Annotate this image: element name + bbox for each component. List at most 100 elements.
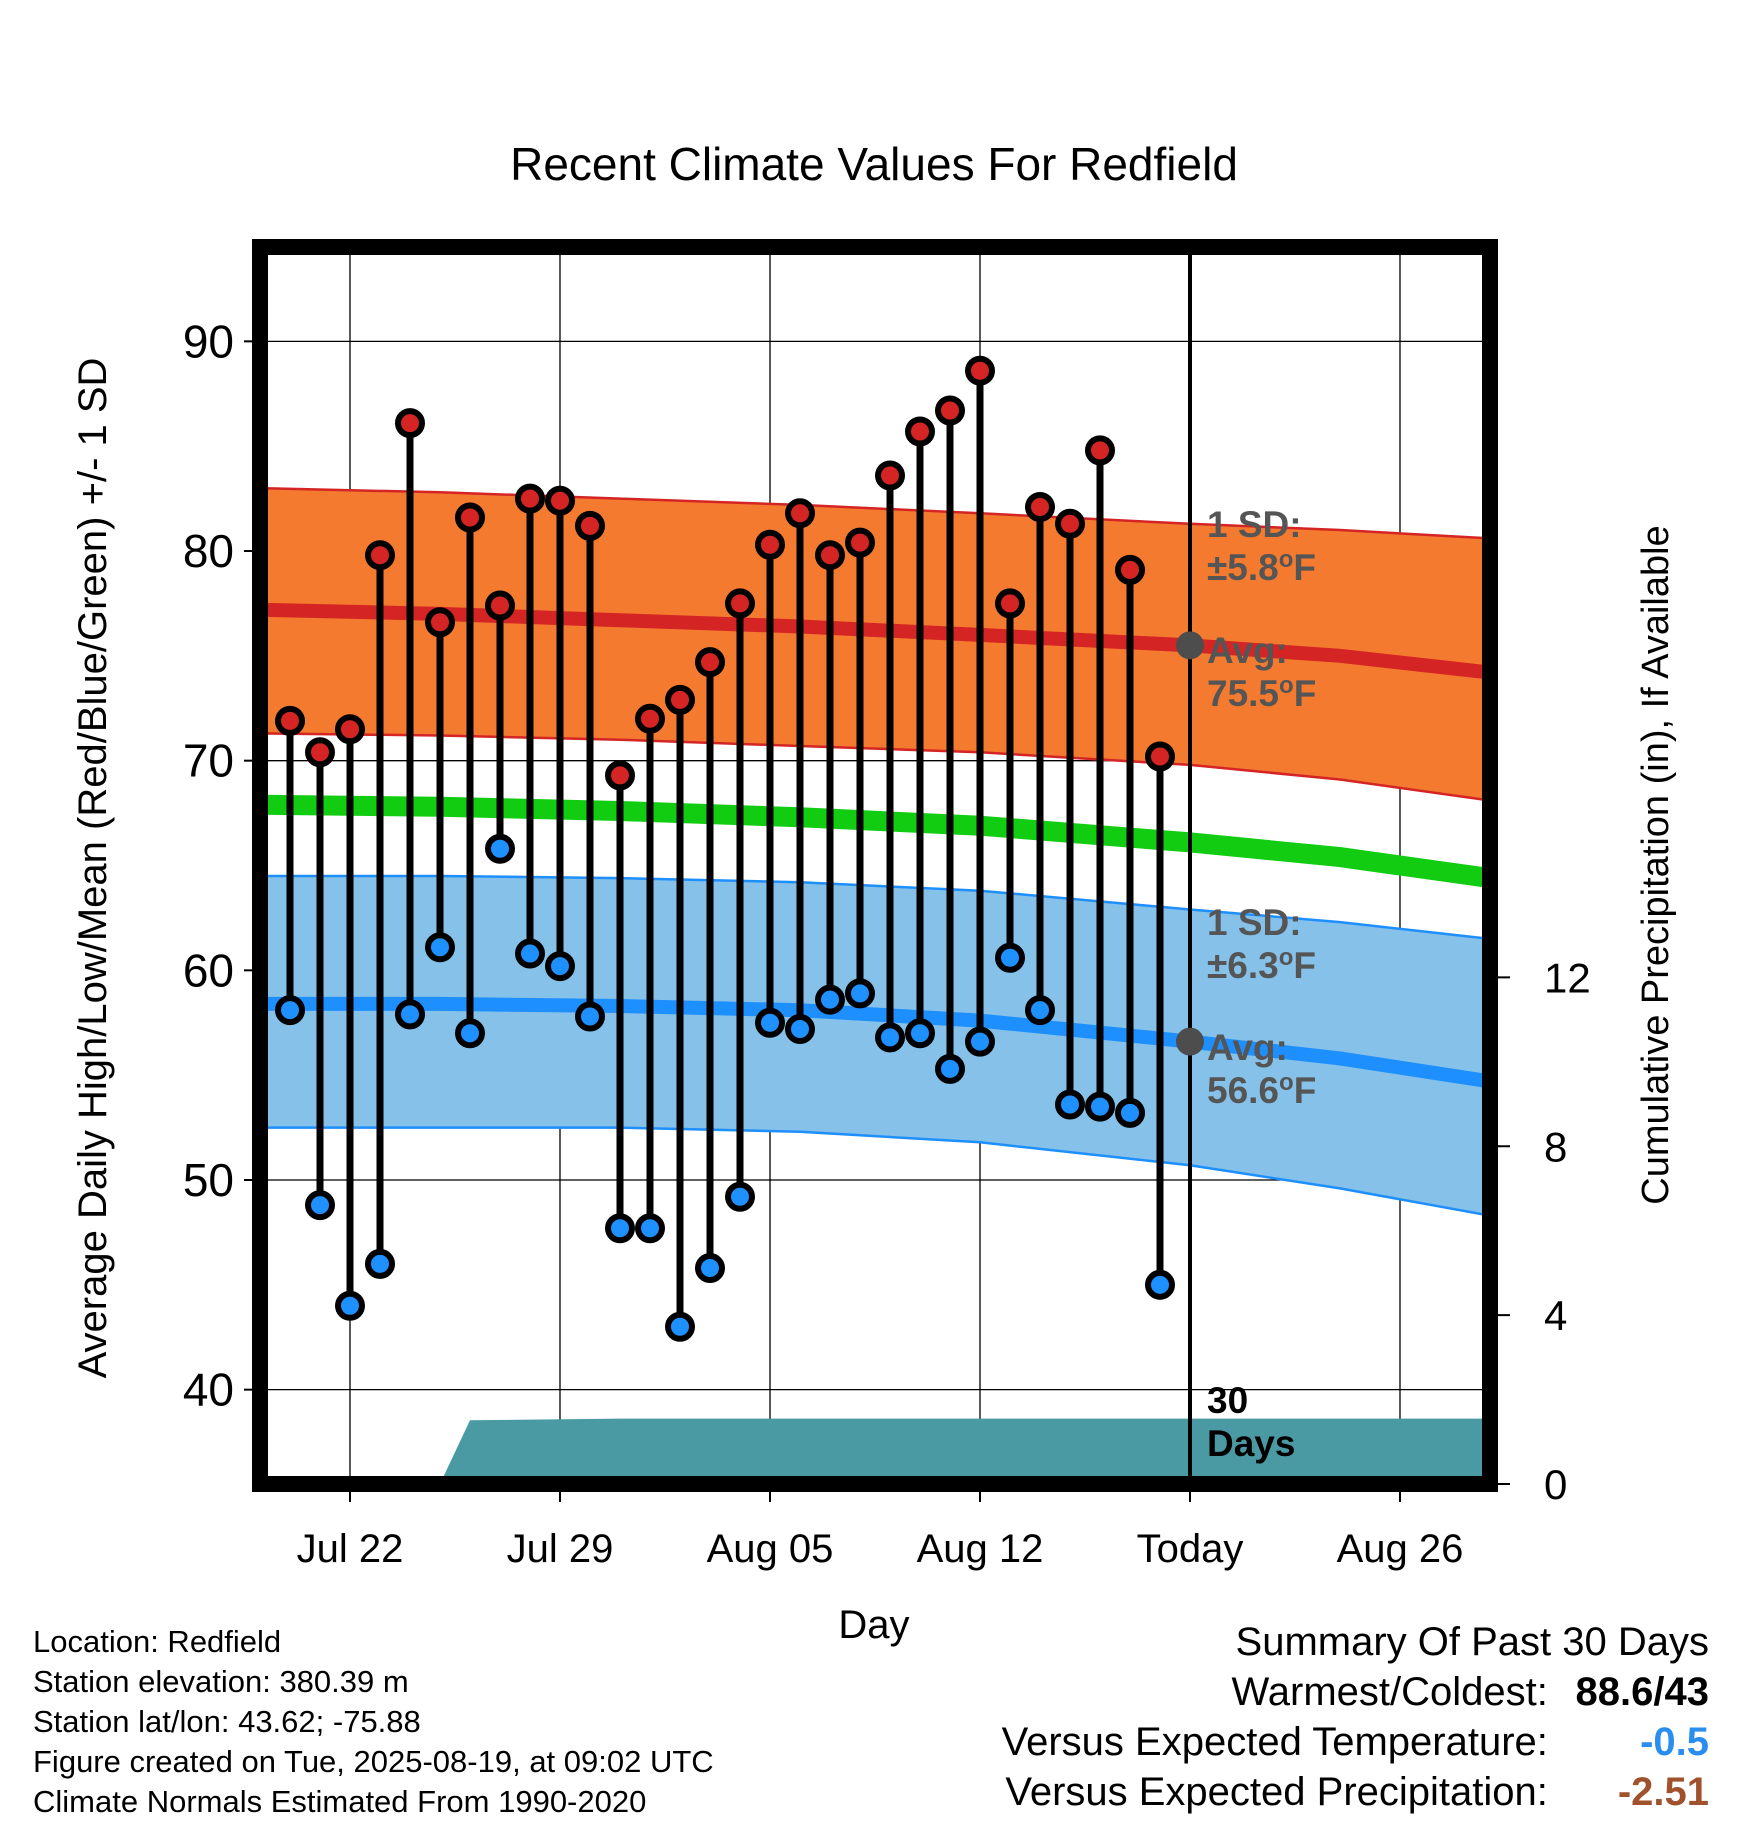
low-point	[1115, 1097, 1145, 1128]
summary-precip-value: -2.51	[1617, 1770, 1709, 1814]
high-point	[515, 483, 545, 514]
low-point	[1085, 1091, 1115, 1122]
summary-warmest-label: Warmest/Coldest:	[1231, 1670, 1548, 1714]
y-tick-label: 50	[183, 1154, 234, 1206]
low-point	[1145, 1269, 1175, 1300]
high-avg-label: Avg:	[1207, 630, 1288, 671]
y-axis-title: Average Daily High/Low/Mean (Red/Blue/Gr…	[71, 358, 115, 1379]
x-tick-label: Jul 22	[297, 1527, 404, 1571]
high-point	[695, 647, 725, 678]
window-label-number: 30	[1207, 1380, 1248, 1421]
y-tick-label: 70	[183, 735, 234, 787]
y-tick-label: 90	[183, 315, 234, 367]
low-avg-value: 56.6oF	[1207, 1069, 1316, 1112]
x-axis-title: Day	[838, 1603, 909, 1647]
x-tick-label: Jul 29	[507, 1527, 614, 1571]
high-point	[1115, 554, 1145, 585]
info-created: Figure created on Tue, 2025-08-19, at 09…	[33, 1744, 714, 1779]
summary-title: Summary Of Past 30 Days	[1235, 1620, 1709, 1664]
y2-tick-label: 4	[1544, 1292, 1567, 1339]
low-point	[575, 1001, 605, 1032]
high-point	[275, 705, 305, 736]
low-point	[305, 1190, 335, 1221]
low-avg-label: Avg:	[1207, 1027, 1288, 1068]
x-tick-label: Aug 26	[1337, 1527, 1464, 1571]
low-point	[755, 1007, 785, 1038]
low-point	[875, 1022, 905, 1053]
summary-temp-row: Versus Expected Temperature: -0.5	[1002, 1717, 1709, 1767]
low-point	[905, 1018, 935, 1049]
low-point	[275, 995, 305, 1026]
low-point	[815, 984, 845, 1015]
high-point	[995, 588, 1025, 619]
summary-precip-row: Versus Expected Precipitation: -2.51	[1002, 1767, 1709, 1817]
high-point	[1025, 491, 1055, 522]
summary-temp-value: -0.5	[1640, 1720, 1709, 1764]
low-point	[935, 1053, 965, 1084]
low-avg-marker	[1176, 1027, 1204, 1056]
high-point	[575, 510, 605, 541]
high-point	[455, 502, 485, 533]
low-point	[485, 833, 515, 864]
high-sd-value: ±5.8oF	[1207, 546, 1316, 589]
high-point	[935, 395, 965, 426]
mean-normal-line	[260, 794, 1490, 889]
high-point	[965, 355, 995, 386]
chart-title: Recent Climate Values For Redfield	[510, 138, 1238, 190]
info-normals: Climate Normals Estimated From 1990-2020	[33, 1784, 647, 1819]
station-info: Location: Redfield Station elevation: 38…	[33, 1622, 714, 1822]
high-point	[1055, 508, 1085, 539]
high-sd-label: 1 SD:	[1207, 504, 1302, 545]
high-point	[395, 408, 425, 439]
low-sd-value: ±6.3oF	[1207, 944, 1316, 987]
low-point	[845, 978, 875, 1009]
summary-warmest-row: Warmest/Coldest: 88.6/43	[1002, 1667, 1710, 1717]
high-point	[725, 588, 755, 619]
high-point	[845, 527, 875, 558]
low-point	[515, 938, 545, 969]
summary-precip-label: Versus Expected Precipitation:	[1005, 1770, 1548, 1814]
low-point	[1055, 1089, 1085, 1120]
high-point	[1145, 741, 1175, 772]
low-point	[725, 1181, 755, 1212]
high-point	[635, 703, 665, 734]
y2-tick-label: 12	[1544, 954, 1591, 1001]
summary-warmest-value: 88.6/43	[1575, 1670, 1709, 1714]
high-avg-value: 75.5oF	[1207, 672, 1316, 715]
high-point	[815, 540, 845, 571]
summary-temp-label: Versus Expected Temperature:	[1001, 1720, 1548, 1764]
y2-tick-label: 8	[1544, 1123, 1567, 1170]
high-point	[605, 760, 635, 791]
window-label-unit: Days	[1207, 1423, 1295, 1464]
high-point	[545, 485, 575, 516]
y-tick-label: 80	[183, 525, 234, 577]
low-point	[455, 1018, 485, 1049]
low-point	[785, 1014, 815, 1045]
low-point	[605, 1213, 635, 1244]
low-point	[995, 942, 1025, 973]
y-tick-label: 40	[183, 1364, 234, 1416]
info-elevation: Station elevation: 380.39 m	[33, 1664, 409, 1699]
high-point	[485, 590, 515, 621]
summary-panel: Summary Of Past 30 Days Warmest/Coldest:…	[1002, 1617, 1709, 1817]
low-sd-band	[260, 876, 1490, 1216]
y2-tick-label: 0	[1544, 1461, 1567, 1508]
y-tick-label: 60	[183, 944, 234, 996]
high-avg-marker	[1176, 631, 1204, 660]
x-tick-label: Aug 05	[707, 1527, 834, 1571]
low-point	[665, 1311, 695, 1342]
high-point	[755, 529, 785, 560]
info-latlon: Station lat/lon: 43.62; -75.88	[33, 1704, 421, 1739]
low-point	[335, 1290, 365, 1321]
high-point	[785, 498, 815, 529]
high-point	[365, 540, 395, 571]
x-tick-label: Today	[1137, 1527, 1244, 1571]
precip-area	[260, 1418, 1490, 1484]
low-sd-label: 1 SD:	[1207, 902, 1302, 943]
x-tick-label: Aug 12	[917, 1527, 1044, 1571]
high-point	[875, 460, 905, 491]
info-location: Location: Redfield	[33, 1624, 282, 1659]
high-point	[335, 714, 365, 745]
